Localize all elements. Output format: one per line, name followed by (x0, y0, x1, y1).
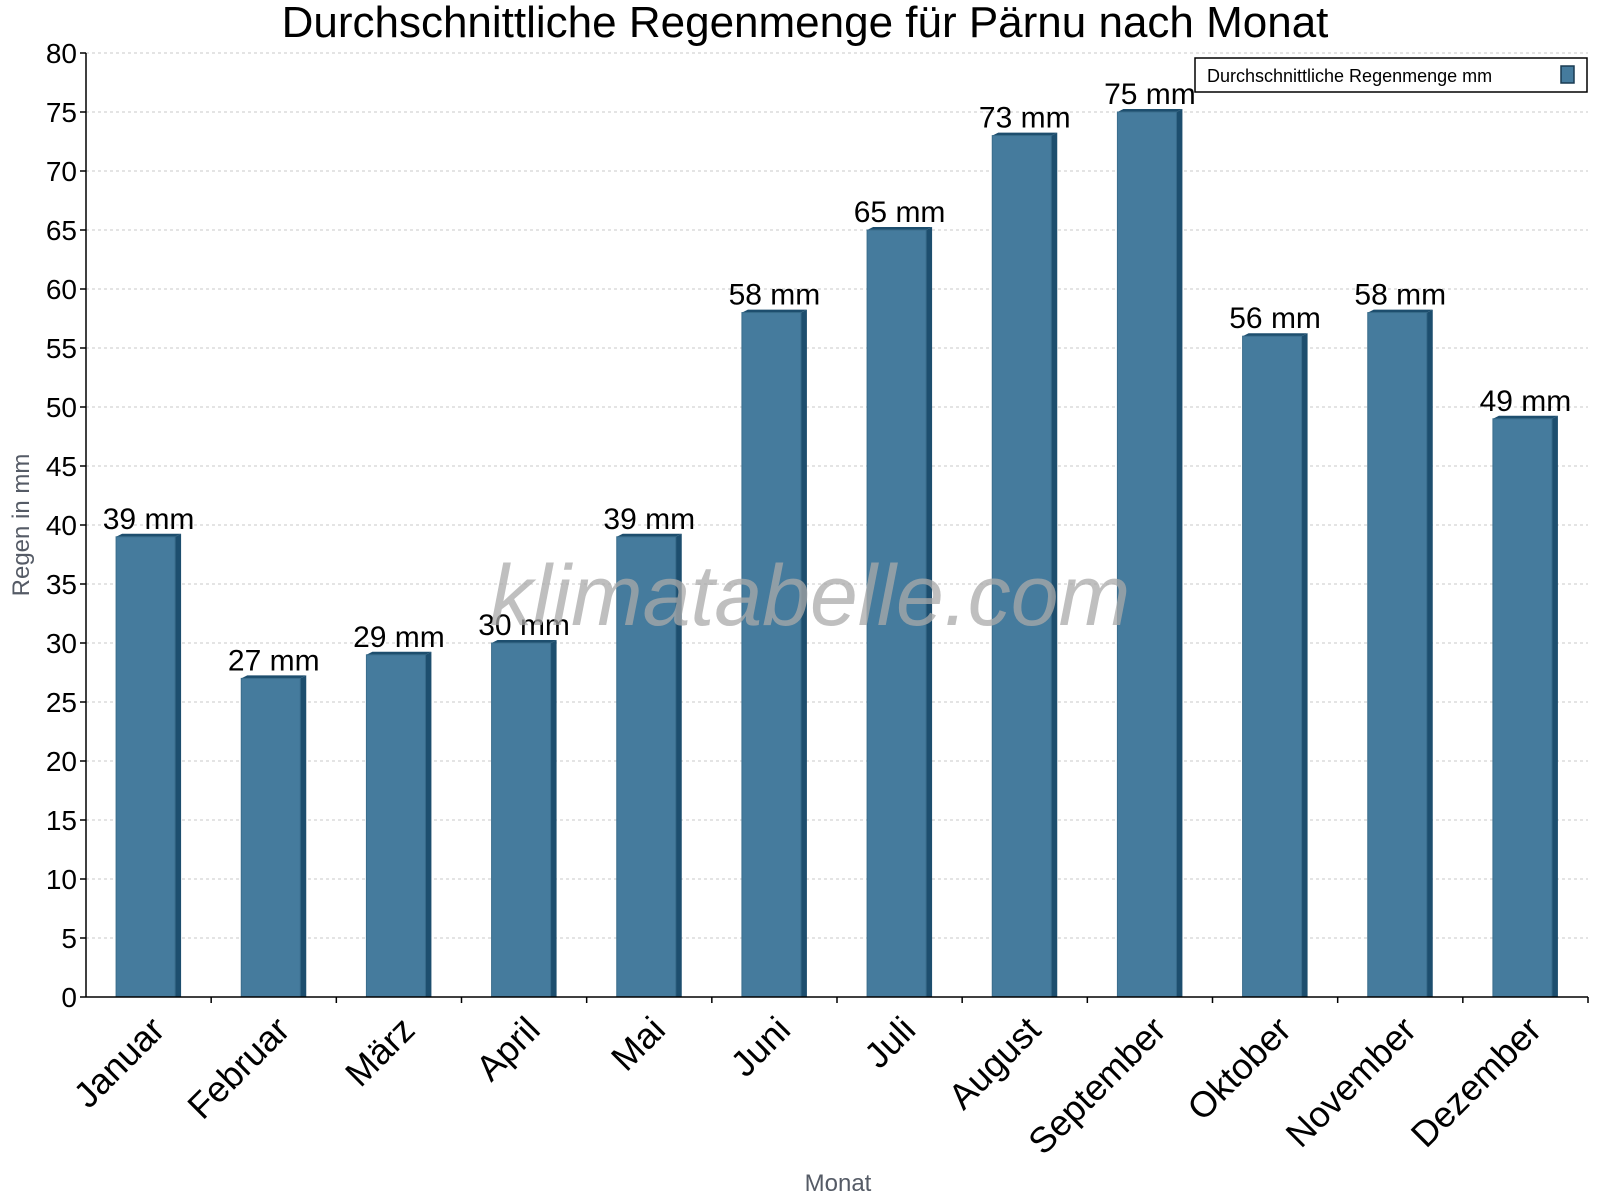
bar-top (1117, 109, 1183, 112)
bar-side (926, 227, 933, 997)
y-axis-label: Regen in mm (8, 454, 35, 597)
bar-top (616, 533, 682, 537)
bar (491, 640, 557, 998)
bar (991, 132, 1058, 998)
bar (1116, 109, 1183, 998)
bar-front (115, 536, 176, 998)
bar-side (425, 651, 432, 997)
legend: Durchschnittliche Regenmenge mm (1194, 57, 1588, 93)
bar-front (365, 654, 426, 998)
bar-top (491, 640, 557, 643)
bar (741, 309, 807, 998)
bar-front (240, 677, 301, 998)
y-tick-label: 10 (46, 864, 77, 895)
data-label: 49 mm (1480, 385, 1572, 418)
bar-top (1492, 415, 1558, 419)
y-tick-label: 70 (46, 156, 77, 187)
bar-top (741, 309, 807, 313)
axes (80, 52, 1589, 1003)
bar (616, 533, 682, 998)
bar-front (1116, 111, 1177, 998)
bar-side (1301, 333, 1308, 997)
data-label: 29 mm (353, 621, 445, 654)
bar (1242, 333, 1308, 998)
bar-side (1426, 309, 1433, 998)
bar-front (1242, 335, 1303, 998)
chart-title: Durchschnittliche Regenmenge für Pärnu n… (282, 0, 1329, 47)
y-tick-label: 5 (61, 923, 77, 954)
bar (115, 533, 182, 998)
bar-side (175, 533, 182, 997)
bar-front (1367, 312, 1428, 998)
bar-top (867, 227, 933, 230)
data-label: 73 mm (979, 102, 1071, 135)
data-label: 39 mm (103, 503, 195, 536)
bar-top (241, 675, 307, 679)
bar (365, 651, 432, 998)
bar-front (491, 642, 552, 998)
data-labels: 39 mm 27 mm 29 mm 30 mm 39 mm 58 mm 65 mm 73 mm… (103, 78, 1572, 677)
x-axis-label: Monat (805, 1170, 872, 1197)
legend-box (1194, 57, 1588, 93)
bar-side (675, 533, 682, 997)
bar-front (866, 229, 927, 998)
y-tick-label: 45 (46, 451, 77, 482)
bar-side (1051, 132, 1058, 998)
bar (1367, 309, 1433, 998)
y-tick-label: 80 (46, 38, 77, 69)
data-label: 58 mm (729, 279, 821, 312)
data-label: 58 mm (1354, 279, 1446, 312)
y-tick-label: 15 (46, 805, 77, 836)
bar-top (366, 651, 432, 655)
bar-front (991, 135, 1052, 998)
bars (115, 109, 1558, 998)
bar-top (116, 533, 182, 537)
data-label: 30 mm (478, 609, 570, 642)
y-tick-label: 60 (46, 274, 77, 305)
y-tick-label: 25 (46, 687, 77, 718)
data-label: 75 mm (1104, 78, 1196, 111)
y-tick-label: 55 (46, 333, 77, 364)
legend-swatch (1560, 65, 1575, 84)
bar-top (1242, 333, 1308, 337)
bar-side (1176, 109, 1183, 997)
bar-side (800, 309, 807, 998)
bar (240, 675, 307, 998)
y-tick-label: 50 (46, 392, 77, 423)
watermark: klimatabelle.com (490, 548, 1130, 644)
bar (1492, 415, 1558, 998)
bar-side (550, 640, 557, 997)
y-tick-label: 75 (46, 97, 77, 128)
data-label: 39 mm (603, 503, 695, 536)
bar-front (616, 536, 677, 998)
y-tick-label: 40 (46, 510, 77, 541)
bar-side (300, 675, 307, 997)
bar-top (1367, 309, 1433, 313)
bar-side (1551, 415, 1558, 997)
bar (866, 227, 933, 998)
bar-front (741, 312, 802, 998)
y-tick-label: 35 (46, 569, 77, 600)
y-tick-label: 0 (61, 982, 77, 1013)
y-tick-label: 65 (46, 215, 77, 246)
bar-front (1492, 418, 1553, 998)
data-label: 27 mm (228, 644, 320, 677)
y-tick-label: 20 (46, 746, 77, 777)
y-tick-label: 30 (46, 628, 77, 659)
data-label: 65 mm (854, 196, 946, 229)
bar-top (992, 132, 1058, 136)
legend-entry-label: Durchschnittliche Regenmenge mm (1207, 66, 1492, 86)
data-label: 56 mm (1229, 302, 1321, 335)
y-tick-labels: 0 5 10 15 20 25 30 35 40 45 50 55 60 65 70 75 80 (46, 38, 77, 1013)
gridlines (86, 52, 1588, 939)
